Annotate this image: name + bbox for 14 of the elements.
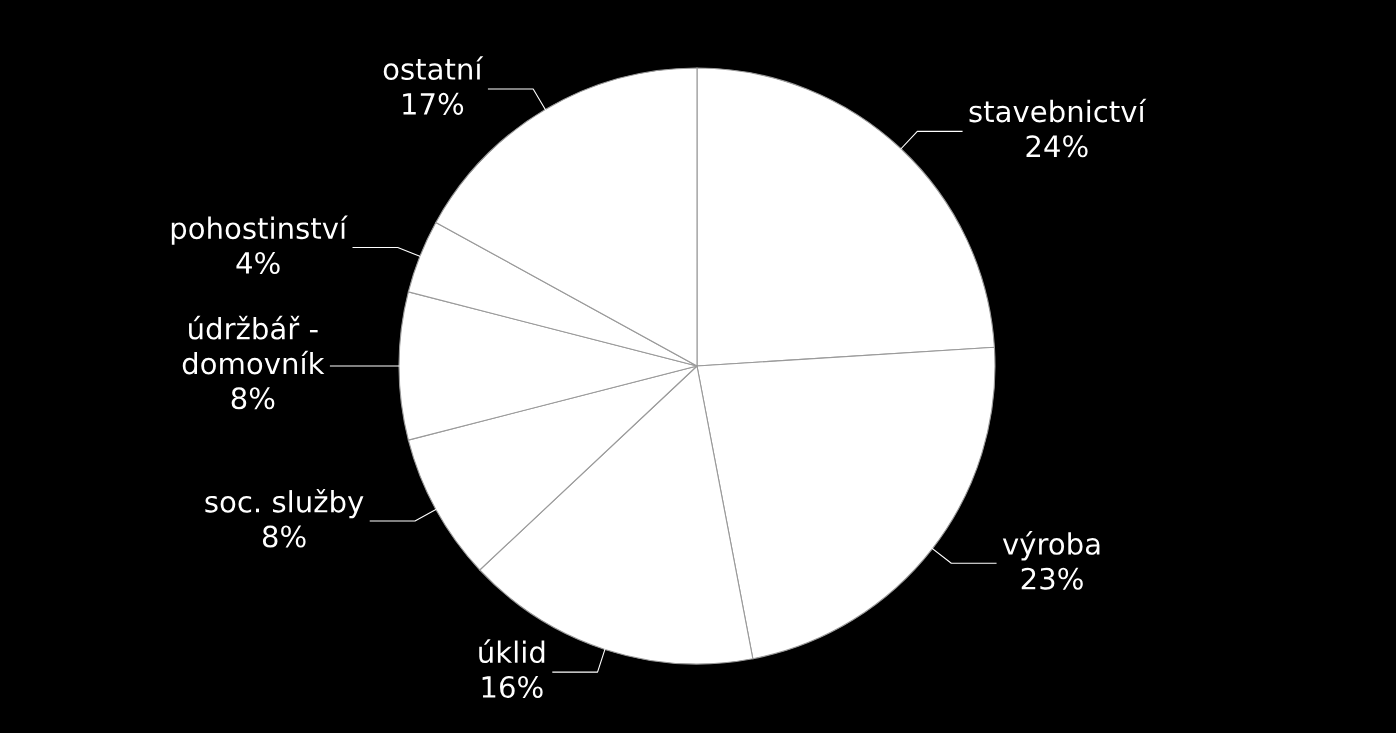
data-label: 24% [1026, 135, 1088, 158]
slice-label: pohostinství [171, 215, 348, 245]
slice-label: ostatní [383, 56, 484, 80]
slice-label: výroba [1002, 531, 1100, 561]
slice-label: úklid [479, 639, 545, 664]
data-label: 17% [403, 92, 464, 115]
data-label: 23% [1021, 567, 1083, 590]
data-label: 16% [482, 675, 543, 698]
data-label: 8% [262, 525, 306, 548]
slice-label: soc. služby [205, 488, 364, 519]
data-label: 8% [231, 387, 275, 410]
data-label: 4% [236, 251, 280, 275]
slice-label: stavebnictví [969, 98, 1147, 123]
slice-label: údržbář - domovník [182, 315, 325, 375]
